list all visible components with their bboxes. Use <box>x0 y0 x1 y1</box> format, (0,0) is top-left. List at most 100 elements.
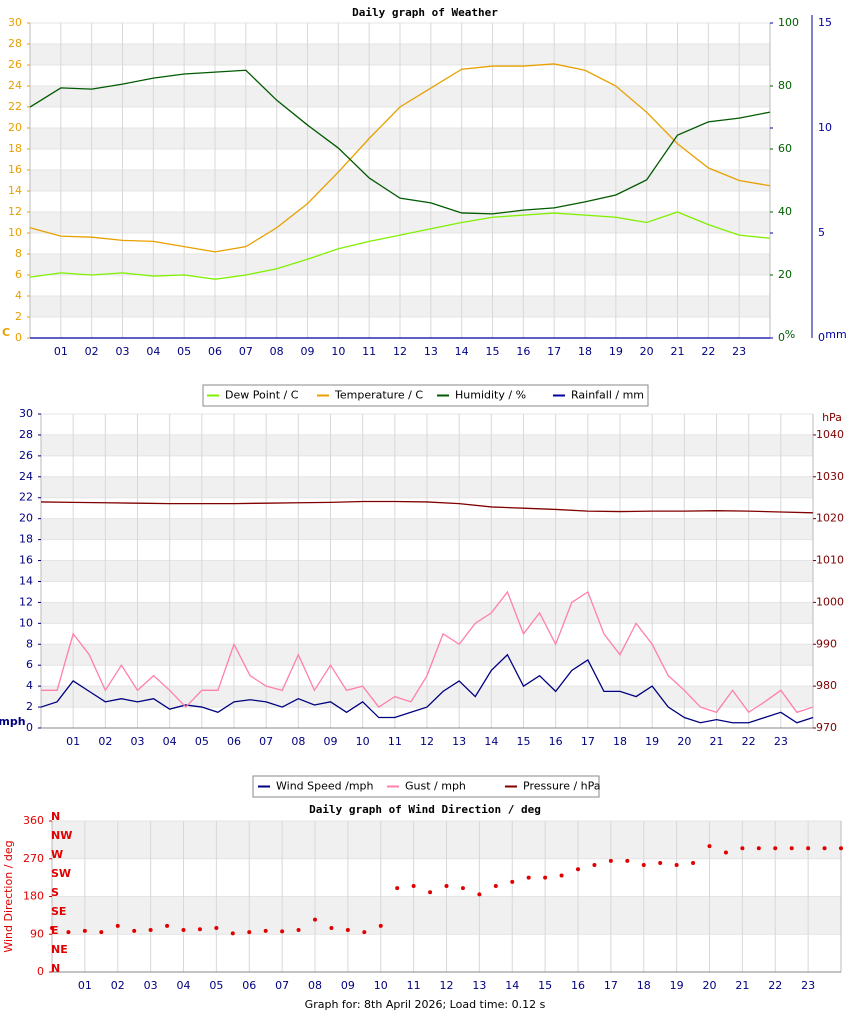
data-point <box>691 860 696 865</box>
data-point <box>839 846 843 851</box>
data-point <box>658 860 663 865</box>
x-tick-label: 21 <box>735 979 749 992</box>
x-tick-label: 06 <box>208 345 222 358</box>
x-tick-label: 14 <box>484 735 498 748</box>
x-tick-label: 18 <box>637 979 651 992</box>
data-point <box>789 846 794 851</box>
y2-tick-label: 80 <box>778 79 792 92</box>
y-tick-label: 14 <box>8 184 22 197</box>
y3-tick-label: 0 <box>818 331 825 344</box>
y-tick-label: 20 <box>19 512 33 525</box>
x-tick-label: 07 <box>275 979 289 992</box>
x-tick-label: 13 <box>472 979 486 992</box>
data-point <box>345 928 350 933</box>
x-tick-label: 23 <box>774 735 788 748</box>
x-tick-label: 19 <box>645 735 659 748</box>
x-tick-label: 11 <box>388 735 402 748</box>
data-point <box>707 844 712 849</box>
y3-axis-label: mm <box>825 328 846 341</box>
x-tick-label: 06 <box>242 979 256 992</box>
x-tick-label: 16 <box>549 735 563 748</box>
x-tick-label: 18 <box>613 735 627 748</box>
data-point <box>756 846 761 851</box>
y2-tick-label: 1020 <box>816 512 844 525</box>
series-line <box>40 653 814 724</box>
y2-tick-label: 0 <box>778 331 785 344</box>
y-tick-label: 12 <box>19 595 33 608</box>
data-point <box>740 846 745 851</box>
compass-label: N <box>51 810 60 823</box>
x-tick-label: 01 <box>78 979 92 992</box>
y-tick-label: 22 <box>19 491 33 504</box>
y2-tick-label: 20 <box>778 268 792 281</box>
legend-label: Dew Point / C <box>225 389 299 402</box>
data-point <box>526 875 531 880</box>
data-point <box>66 930 71 935</box>
series-line <box>40 500 814 514</box>
data-point <box>263 928 268 933</box>
y2-tick-label: 1000 <box>816 595 844 608</box>
x-tick-label: 12 <box>440 979 454 992</box>
y-tick-label: 28 <box>8 37 22 50</box>
y-tick-label: 10 <box>19 616 33 629</box>
y2-tick-label: 990 <box>816 637 837 650</box>
compass-label: NE <box>51 943 68 956</box>
data-point <box>773 846 778 851</box>
chart-title: Daily graph of Weather <box>352 6 498 19</box>
x-tick-label: 22 <box>701 345 715 358</box>
x-tick-label: 16 <box>571 979 585 992</box>
legend-label: Humidity / % <box>455 389 526 402</box>
data-point <box>641 863 646 868</box>
y-tick-label: 28 <box>19 428 33 441</box>
x-tick-label: 09 <box>324 735 338 748</box>
y2-tick-label: 60 <box>778 142 792 155</box>
y-tick-label: 12 <box>8 205 22 218</box>
series-line <box>29 63 771 253</box>
x-tick-label: 22 <box>768 979 782 992</box>
y2-tick-label: 40 <box>778 205 792 218</box>
x-tick-label: 19 <box>609 345 623 358</box>
y-tick-label: 30 <box>8 16 22 29</box>
x-tick-label: 09 <box>301 345 315 358</box>
compass-label: SE <box>51 905 66 918</box>
data-point <box>197 927 202 932</box>
x-tick-label: 02 <box>85 345 99 358</box>
x-tick-label: 08 <box>270 345 284 358</box>
data-point <box>181 928 186 933</box>
legend-label: Temperature / C <box>334 389 423 402</box>
data-point <box>115 923 120 928</box>
x-tick-label: 14 <box>505 979 519 992</box>
data-point <box>247 930 252 935</box>
data-point <box>313 917 317 922</box>
data-point <box>362 930 367 935</box>
data-point <box>165 923 170 928</box>
y-axis-label: C <box>2 326 10 339</box>
legend-label: Gust / mph <box>405 780 466 793</box>
y-tick-label: 16 <box>19 554 33 567</box>
data-point <box>625 858 630 863</box>
data-point <box>296 928 301 933</box>
x-tick-label: 17 <box>547 345 561 358</box>
y-tick-label: 6 <box>26 658 33 671</box>
compass-label: E <box>51 924 59 937</box>
x-tick-label: 19 <box>670 979 684 992</box>
x-tick-label: 22 <box>742 735 756 748</box>
y-tick-label: 270 <box>23 852 44 865</box>
x-tick-label: 20 <box>640 345 654 358</box>
x-tick-label: 08 <box>308 979 322 992</box>
data-point <box>510 879 515 884</box>
y-tick-label: 360 <box>23 814 44 827</box>
x-tick-label: 05 <box>195 735 209 748</box>
data-point <box>806 846 811 851</box>
y-tick-label: 8 <box>15 247 22 260</box>
data-point <box>428 890 433 895</box>
x-tick-label: 07 <box>239 345 253 358</box>
x-tick-label: 03 <box>144 979 158 992</box>
x-tick-label: 21 <box>671 345 685 358</box>
x-tick-label: 20 <box>703 979 717 992</box>
x-tick-label: 15 <box>517 735 531 748</box>
x-tick-label: 21 <box>710 735 724 748</box>
data-point <box>592 863 597 868</box>
x-tick-label: 13 <box>452 735 466 748</box>
